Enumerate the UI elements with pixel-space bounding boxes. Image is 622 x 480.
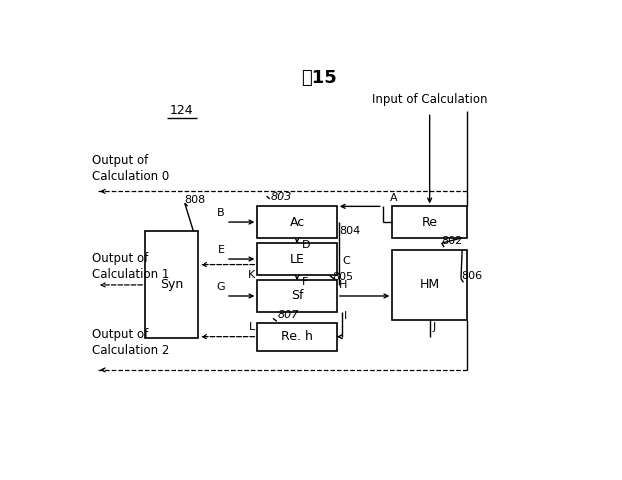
Text: Output of
Calculation 2: Output of Calculation 2 <box>92 328 170 357</box>
Text: A: A <box>390 192 397 203</box>
Text: F: F <box>302 276 309 287</box>
Text: Output of
Calculation 0: Output of Calculation 0 <box>92 154 169 183</box>
Text: LE: LE <box>290 252 305 265</box>
Text: 805: 805 <box>332 272 353 282</box>
Text: I: I <box>344 311 347 321</box>
Text: HM: HM <box>420 278 440 291</box>
Text: L: L <box>249 322 255 332</box>
Bar <box>258 280 337 312</box>
Text: Ac: Ac <box>289 216 305 228</box>
Text: 806: 806 <box>461 271 482 281</box>
Text: K: K <box>248 270 255 280</box>
Text: 802: 802 <box>442 236 463 246</box>
Text: Input of Calculation: Input of Calculation <box>372 93 488 106</box>
Bar <box>258 323 337 350</box>
Text: J: J <box>432 323 435 333</box>
Text: G: G <box>216 282 225 291</box>
Text: 124: 124 <box>170 104 193 117</box>
Text: E: E <box>218 245 225 254</box>
Bar <box>392 206 467 238</box>
Text: 図15: 図15 <box>301 69 337 87</box>
Bar <box>258 243 337 275</box>
Text: Syn: Syn <box>160 278 183 291</box>
Text: C: C <box>342 256 350 266</box>
Text: B: B <box>217 208 225 217</box>
Bar <box>258 206 337 238</box>
Text: Sf: Sf <box>291 289 304 302</box>
Text: H: H <box>339 280 348 290</box>
Text: 803: 803 <box>271 192 292 202</box>
Text: Output of
Calculation 1: Output of Calculation 1 <box>92 252 170 281</box>
Bar <box>146 231 198 338</box>
Text: D: D <box>302 240 310 250</box>
Text: 808: 808 <box>184 195 205 205</box>
Text: 804: 804 <box>339 226 361 236</box>
Text: Re. h: Re. h <box>281 330 313 343</box>
Text: 807: 807 <box>278 310 299 320</box>
Text: Re: Re <box>422 216 438 228</box>
Bar <box>392 250 467 320</box>
